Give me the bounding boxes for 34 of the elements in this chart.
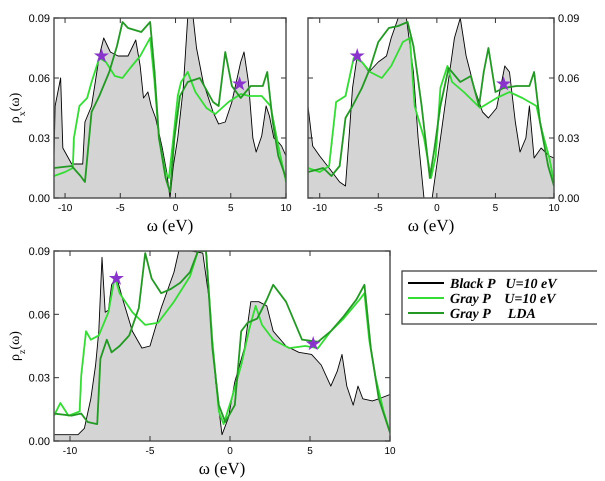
y-tick-label: 0.00: [28, 436, 50, 448]
x-tick-label: -5: [146, 446, 155, 457]
x-tick-label: 10: [280, 203, 292, 214]
x-tick-label: 5: [492, 203, 499, 214]
line-series: [54, 37, 286, 183]
x-tick-label: 5: [307, 446, 314, 457]
x-axis-title: ω (eV): [198, 459, 246, 478]
x-tick-label: 0: [227, 446, 234, 457]
x-tick-label: -5: [116, 203, 126, 214]
x-tick-label: 0: [434, 203, 440, 214]
x-tick-label: 10: [548, 203, 560, 214]
y-tick-label: 0.03: [28, 133, 50, 145]
y-tick-label: 0.03: [558, 133, 580, 145]
x-tick-label: -10: [58, 203, 73, 214]
y-tick-label: 0.03: [28, 372, 50, 385]
x-axis-title: ω (eV): [146, 216, 194, 235]
y-tick-label: 0.09: [558, 13, 580, 25]
y-tick-label: 0.09: [28, 246, 50, 258]
x-axis-title: ω (eV): [408, 216, 454, 235]
legend-label: Gray P LDA: [450, 307, 536, 322]
y-tick-label: 0.06: [558, 73, 580, 85]
y-tick-label: 0.06: [28, 309, 50, 322]
legend-label: Gray P U=10 eV: [450, 292, 558, 307]
x-tick-label: -10: [62, 446, 78, 457]
y-tick-label: 0.09: [28, 13, 50, 25]
x-tick-label: -5: [374, 203, 384, 214]
x-tick-label: 0: [172, 203, 179, 214]
legend-label: Black P U=10 eV: [449, 277, 558, 292]
y-tick-label: 0.00: [558, 193, 580, 205]
y-tick-label: 0.00: [28, 193, 50, 205]
y-tick-label: 0.06: [28, 73, 50, 85]
x-tick-label: 5: [228, 203, 234, 214]
x-tick-label: -10: [312, 203, 328, 214]
x-tick-label: 10: [384, 446, 396, 457]
